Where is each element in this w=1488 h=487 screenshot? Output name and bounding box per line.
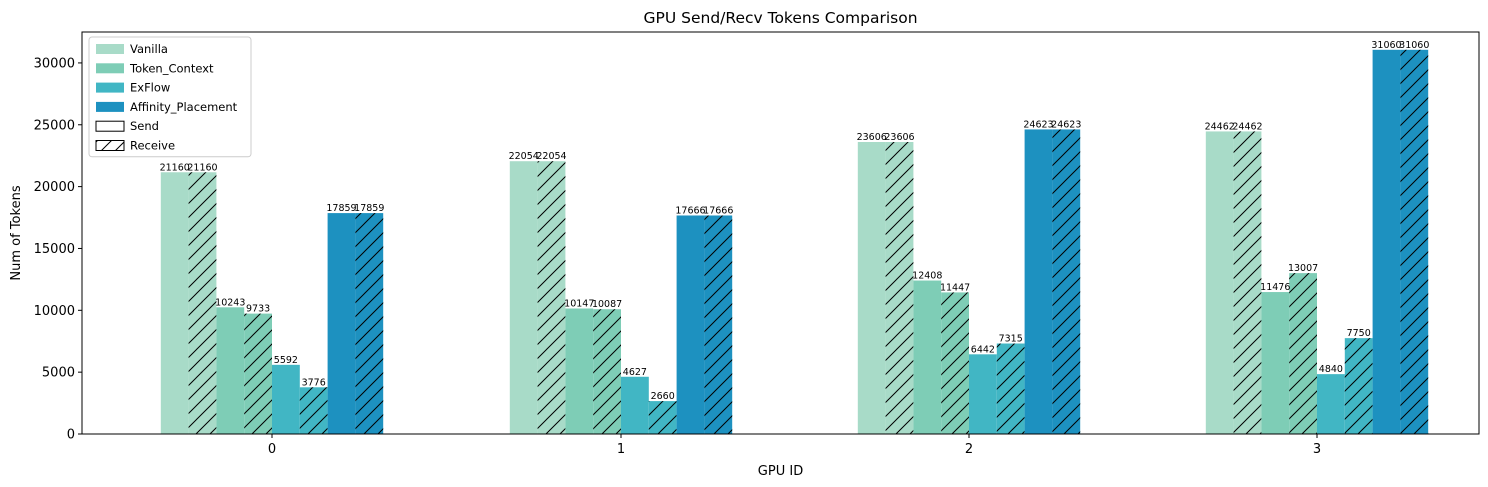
bar-value-label: 2660 (651, 391, 675, 402)
x-tick-label: 3 (1313, 442, 1321, 457)
y-tick-label: 15000 (34, 242, 75, 257)
bar-value-label: 23606 (857, 132, 887, 143)
bar-send (1024, 129, 1053, 434)
bar-hatch-overlay (188, 172, 217, 434)
bar-hatch-overlay (648, 401, 677, 434)
bar-hatch-overlay (704, 215, 733, 434)
y-tick-label: 30000 (34, 56, 75, 71)
bar-value-label: 17666 (675, 205, 705, 216)
bar-value-label: 31060 (1399, 40, 1429, 51)
bar-value-label: 21160 (187, 162, 217, 173)
y-tick-label: 25000 (34, 118, 75, 133)
bar-value-label: 22054 (509, 151, 539, 162)
bar-value-label: 24462 (1232, 121, 1262, 132)
legend-label: Receive (130, 139, 175, 153)
chart-title: GPU Send/Recv Tokens Comparison (643, 9, 917, 27)
legend-label: Send (130, 119, 159, 133)
bar-hatch-overlay (996, 343, 1025, 434)
bar-hatch-overlay (244, 313, 272, 434)
bar-value-label: 13007 (1288, 263, 1318, 274)
x-axis-label: GPU ID (758, 464, 803, 479)
bar-send (676, 215, 705, 434)
bar-value-label: 4627 (623, 367, 647, 378)
axes-layer: 0 5000 10000 15000 20000 25000 30000 0 1 2 3 (34, 31, 1480, 457)
bar-value-label: 4840 (1319, 364, 1343, 375)
bar-value-label: 21160 (160, 162, 190, 173)
y-tick-label: 0 (67, 428, 75, 443)
legend-label: Vanilla (130, 42, 168, 56)
bar-value-label: 23606 (884, 132, 914, 143)
bar-value-label: 12408 (912, 271, 942, 282)
bar-hatch-overlay (299, 387, 328, 434)
legend-swatch (96, 82, 124, 93)
bar-value-label: 10243 (215, 297, 245, 308)
y-axis-label: Num of Tokens (9, 185, 24, 280)
bar-send (1372, 49, 1401, 434)
x-tick-label: 0 (268, 442, 276, 457)
legend-hatch-swatch (95, 140, 125, 151)
bar-value-label: 22054 (536, 151, 566, 162)
legend-pattern-swatch (95, 120, 125, 132)
x-tick-label: 2 (965, 442, 973, 457)
bar-send (1261, 292, 1290, 434)
y-tick-label: 5000 (42, 366, 75, 381)
bar-value-label: 17859 (326, 203, 356, 214)
bar-value-label: 17859 (354, 203, 384, 214)
plot-frame (81, 31, 1480, 435)
bar-send (272, 364, 300, 434)
bar-send (565, 308, 594, 434)
bar-value-label: 10147 (564, 298, 594, 309)
bar-value-label: 24623 (1051, 119, 1081, 130)
bar-value-label: 11447 (940, 282, 970, 293)
bar-labels-layer: 21160 22054 23606 24462 21160 22054 23606 24462… (160, 40, 1430, 402)
legend-swatch (96, 44, 124, 54)
bar-value-label: 24462 (1205, 121, 1235, 132)
bar-value-label: 5592 (274, 355, 298, 366)
legend-label: Token_Context (129, 61, 214, 75)
bar-send (621, 376, 649, 434)
bar-value-label: 3776 (302, 377, 326, 388)
bar-send (857, 142, 886, 434)
bar-value-label: 17666 (703, 205, 733, 216)
bar-value-label: 6442 (971, 344, 995, 355)
bar-hatch-overlay (1289, 273, 1317, 434)
y-tick-label: 20000 (34, 180, 75, 195)
bar-send (509, 161, 538, 434)
bar-hatch-overlay (593, 309, 621, 434)
bar-hatch-overlay (941, 292, 969, 434)
legend-swatch (96, 101, 124, 112)
bar-send (160, 172, 189, 434)
bar-hatch-overlay (1400, 49, 1429, 434)
x-tick-label: 1 (617, 442, 625, 457)
bar-send (327, 213, 356, 434)
bar-hatch-overlay (1052, 129, 1081, 434)
bar-hatch-overlay (885, 142, 914, 434)
bar-value-label: 24623 (1023, 119, 1053, 130)
bar-send (969, 354, 997, 434)
bar-send (913, 280, 942, 434)
bar-hatch-overlay (537, 161, 566, 434)
legend-swatch (96, 63, 124, 74)
legend: Vanilla Token_Context ExFlow Affinity_Place… (88, 36, 252, 158)
legend-box (88, 36, 252, 158)
legend-label: ExFlow (130, 81, 170, 95)
bar-value-label: 11476 (1260, 282, 1290, 293)
bar-hatch-overlay (1233, 131, 1262, 434)
bar-send (216, 307, 245, 434)
bar-hatch-overlay (1344, 338, 1373, 434)
bar-value-label: 10087 (592, 299, 622, 310)
bar-value-label: 7315 (999, 334, 1023, 345)
bar-value-label: 9733 (246, 304, 270, 315)
bars-layer (160, 49, 1429, 434)
legend-label: Affinity_Placement (130, 100, 238, 114)
bar-value-label: 31060 (1371, 40, 1401, 51)
bar-value-label: 7750 (1347, 328, 1371, 339)
bar-send (1205, 131, 1234, 434)
bar-send (1317, 374, 1345, 434)
y-tick-label: 10000 (34, 304, 75, 319)
bar-hatch-overlay (355, 213, 384, 434)
